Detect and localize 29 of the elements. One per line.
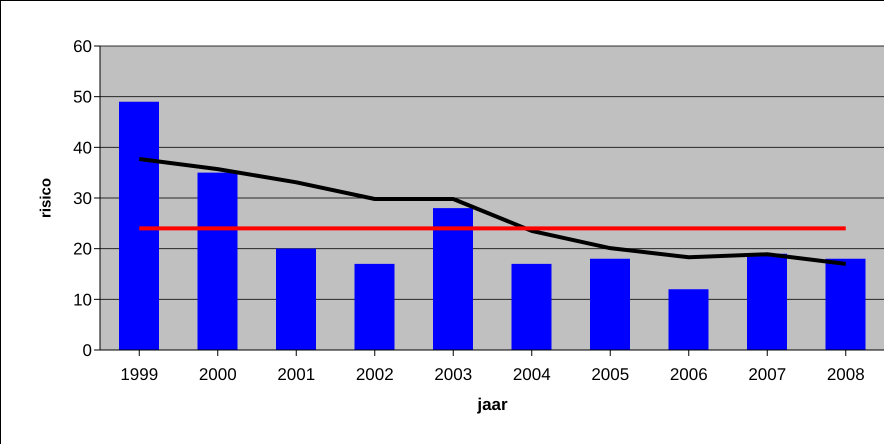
bar (747, 254, 787, 350)
y-tick-label: 10 (73, 290, 92, 310)
bar (198, 172, 238, 350)
bar (590, 258, 630, 350)
bar (668, 289, 708, 350)
y-tick-label: 50 (73, 88, 92, 107)
y-tick-label: 0 (82, 341, 92, 360)
bar (433, 208, 473, 350)
y-tick-label: 60 (73, 37, 92, 56)
x-tick-label: 2000 (198, 365, 237, 384)
x-tick-label: 2008 (826, 365, 865, 384)
x-tick-label: 2004 (512, 365, 551, 384)
bar (512, 264, 552, 350)
y-tick-label: 40 (73, 138, 92, 158)
y-axis-title: risico (37, 178, 54, 218)
x-tick-label: 2002 (356, 365, 394, 384)
y-tick-label: 30 (73, 189, 92, 208)
bar (276, 248, 316, 350)
y-tick-label: 20 (73, 240, 92, 259)
x-tick-label: 2005 (591, 365, 630, 384)
x-tick-label: 2003 (434, 365, 472, 384)
x-tick-label: 2001 (277, 365, 316, 384)
x-tick-label: 1999 (120, 365, 158, 384)
bar (119, 102, 159, 350)
bar (354, 264, 394, 350)
x-tick-label: 2007 (748, 365, 786, 384)
x-tick-label: 2006 (670, 365, 708, 384)
bar (826, 258, 866, 350)
x-axis-title: jaar (476, 395, 508, 414)
